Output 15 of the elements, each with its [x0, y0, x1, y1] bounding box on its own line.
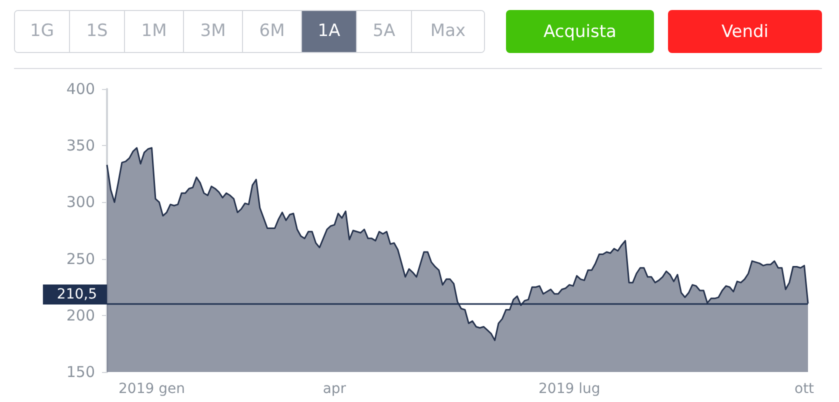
y-tick-label: 250 — [66, 250, 95, 268]
buy-button: Acquista — [506, 10, 654, 53]
sell-button: Vendi — [668, 10, 822, 53]
y-tick-label: 300 — [66, 193, 95, 212]
period-tab: 1A — [301, 11, 356, 52]
y-tick-label: 400 — [66, 80, 95, 98]
x-tick-label: 2019 lug — [538, 381, 600, 397]
x-tick-label: 2019 gen — [118, 381, 185, 397]
x-tick-label: apr — [322, 381, 346, 397]
y-tick-label: 350 — [66, 136, 95, 155]
period-tab: Max — [411, 11, 484, 52]
y-tick-label: 200 — [66, 306, 95, 324]
ref-line-label: 210,5 — [56, 286, 97, 303]
x-tick-label: ott — [794, 381, 815, 397]
y-tick-label: 150 — [66, 363, 95, 381]
